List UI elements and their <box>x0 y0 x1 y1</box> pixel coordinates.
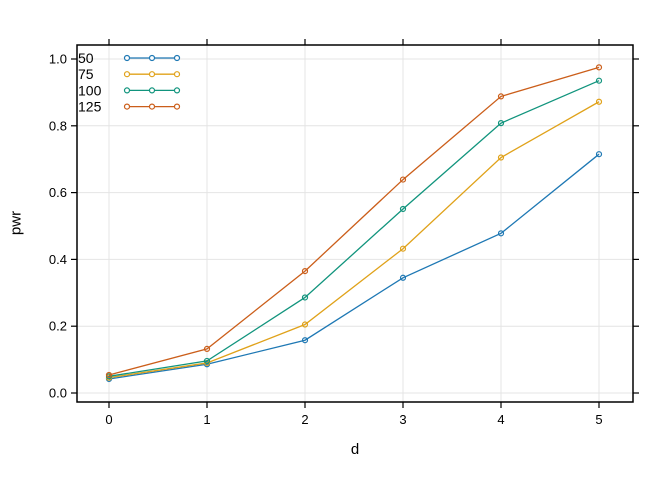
legend-marker-50 <box>123 54 131 62</box>
data-point-50 <box>595 151 603 158</box>
series-line-125 <box>108 66 600 376</box>
data-point-100 <box>301 294 309 301</box>
plot-frame <box>76 44 634 403</box>
legend-label-125: 125 <box>78 99 102 115</box>
legend-marker-100 <box>123 87 131 94</box>
data-point-75 <box>301 321 309 328</box>
legend-marker-100 <box>173 87 181 94</box>
data-point-125 <box>203 345 211 353</box>
legend-marker-50 <box>173 54 181 62</box>
series-line-50 <box>108 153 600 380</box>
series-line-100 <box>108 80 600 377</box>
data-point-125 <box>497 93 505 100</box>
legend-label-100: 100 <box>78 82 102 98</box>
data-point-125 <box>399 176 407 183</box>
data-point-100 <box>203 357 211 365</box>
x-tick-label: 1 <box>203 412 210 427</box>
legend-marker-75 <box>123 71 131 78</box>
legend-marker-100 <box>148 87 156 94</box>
data-point-125 <box>301 267 309 275</box>
x-tick-label: 5 <box>595 412 602 427</box>
y-tick-label: 1.0 <box>49 52 67 67</box>
data-point-75 <box>399 245 407 252</box>
y-tick-label: 0.8 <box>49 118 67 133</box>
data-point-50 <box>399 274 407 281</box>
legend-marker-75 <box>173 71 181 78</box>
data-point-125 <box>105 371 113 379</box>
legend-marker-75 <box>148 71 156 78</box>
x-tick-label: 0 <box>105 412 112 427</box>
data-point-75 <box>595 98 603 105</box>
legend-marker-50 <box>148 54 156 62</box>
y-tick-label: 0.2 <box>49 319 67 334</box>
x-tick-label: 2 <box>301 412 308 427</box>
data-point-100 <box>497 120 505 127</box>
legend-marker-125 <box>173 103 181 110</box>
legend-marker-125 <box>123 103 131 110</box>
y-axis-title: pwr <box>7 210 25 236</box>
series-line-75 <box>108 101 600 379</box>
data-point-100 <box>595 77 603 84</box>
data-point-50 <box>301 337 309 344</box>
x-axis-title: d <box>350 441 360 458</box>
y-tick-label: 0.0 <box>49 386 67 401</box>
x-tick-label: 4 <box>497 412 504 427</box>
y-tick-label: 0.6 <box>49 185 67 200</box>
x-tick-label: 3 <box>399 412 406 427</box>
data-point-50 <box>497 230 505 237</box>
legend-label-50: 50 <box>78 50 94 66</box>
legend-label-75: 75 <box>78 66 94 82</box>
data-point-75 <box>497 154 505 161</box>
data-point-125 <box>595 64 603 71</box>
y-tick-label: 0.4 <box>49 252 67 267</box>
data-point-100 <box>399 205 407 213</box>
legend-marker-125 <box>148 103 156 110</box>
